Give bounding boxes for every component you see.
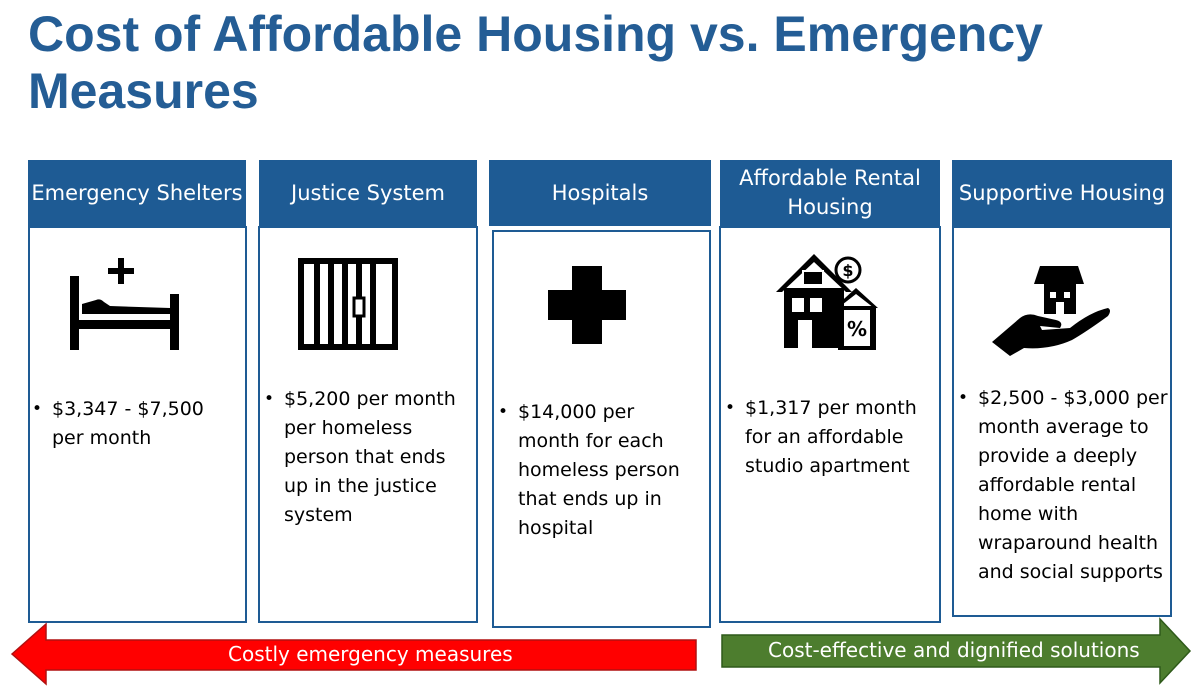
arrow-label-left: Costly emergency measures — [228, 642, 513, 666]
medical-cross-icon — [548, 266, 626, 344]
column-box — [258, 226, 478, 623]
svg-text:$: $ — [842, 261, 853, 280]
column-cost-text: • $3,347 - $7,500 per month — [32, 398, 204, 449]
column-heading: Affordable Rental Housing — [720, 160, 940, 226]
house-dollar-percent-icon: $ % — [776, 254, 878, 350]
jail-cell-icon — [298, 258, 398, 350]
arrow-label-right: Cost-effective and dignified solutions — [768, 638, 1140, 662]
svg-text:%: % — [847, 317, 867, 341]
column-cost-text: • $14,000 per month for each homeless pe… — [498, 401, 680, 539]
column-box — [28, 226, 247, 623]
red-left-arrow-shape — [10, 622, 697, 686]
column-heading: Supportive Housing — [952, 160, 1172, 226]
hand-holding-house-icon — [992, 266, 1110, 356]
column-heading: Hospitals — [489, 160, 711, 226]
column-cost-text: • $5,200 per month per homeless person t… — [264, 388, 456, 526]
column-cost-text: • $1,317 per month for an affordable stu… — [725, 397, 917, 477]
column-heading: Emergency Shelters — [28, 160, 246, 226]
page-title: Cost of Affordable Housing vs. Emergency… — [28, 6, 1043, 119]
column-cost-text: • $2,500 - $3,000 per month average to p… — [958, 387, 1168, 583]
green-right-arrow-shape — [721, 617, 1192, 685]
hospital-bed-icon — [70, 258, 179, 350]
column-heading: Justice System — [259, 160, 477, 226]
